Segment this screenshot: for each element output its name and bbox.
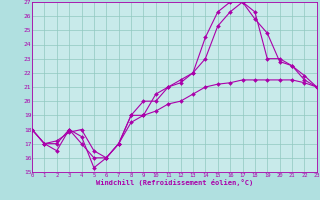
X-axis label: Windchill (Refroidissement éolien,°C): Windchill (Refroidissement éolien,°C) bbox=[96, 179, 253, 186]
